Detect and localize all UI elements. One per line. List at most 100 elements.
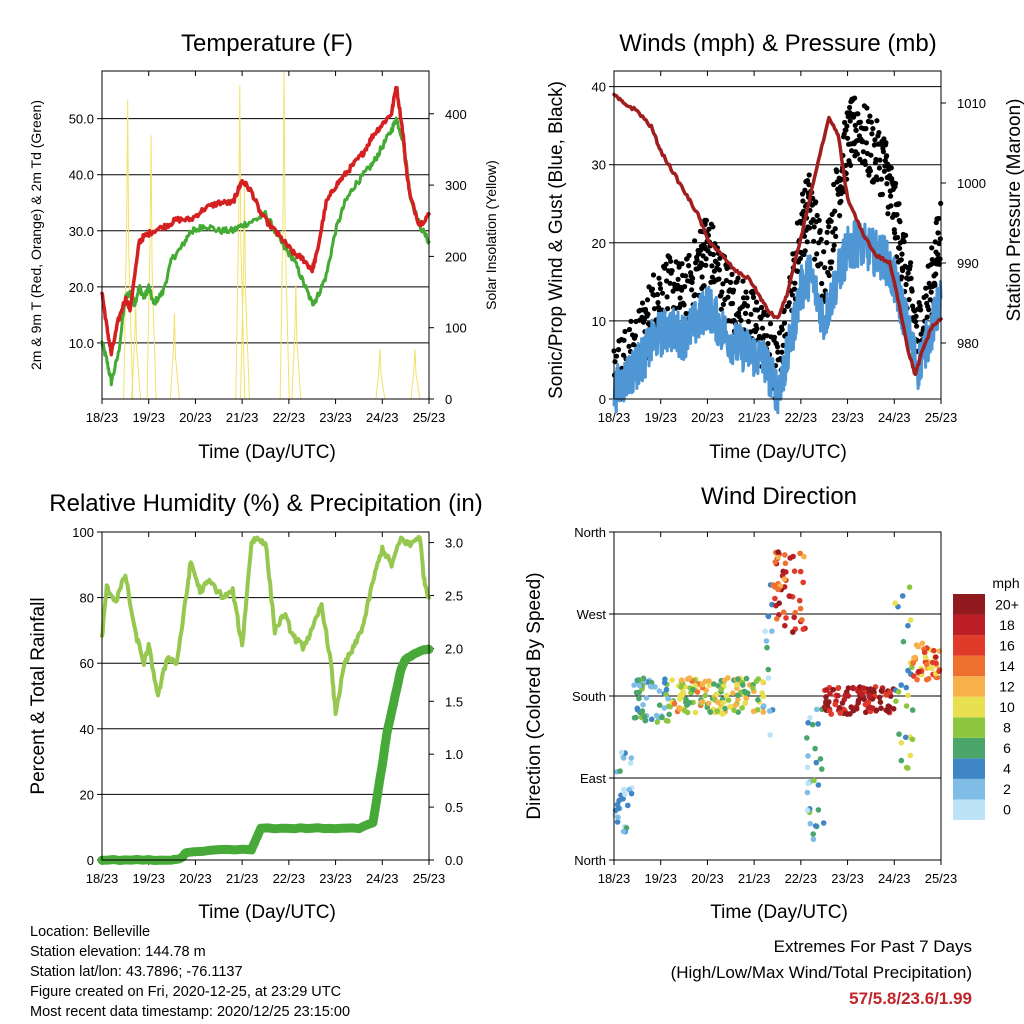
y2-tick-label: 980 (957, 336, 979, 351)
recent-text: Most recent data timestamp: 2020/12/25 2… (30, 1004, 351, 1020)
gust-point (699, 274, 705, 280)
y-tick-label: 30 (592, 158, 606, 173)
gust-point (767, 321, 774, 327)
direction-point (731, 707, 737, 714)
gust-point (838, 198, 844, 204)
gust-point (936, 215, 942, 222)
gust-point (868, 119, 875, 125)
direction-point (767, 732, 773, 738)
solar-spike (375, 349, 386, 400)
gust-point (929, 245, 935, 251)
y-tick-label: 50.0 (69, 112, 94, 127)
gust-point (740, 278, 746, 284)
direction-point (684, 676, 691, 682)
direction-point (628, 755, 635, 761)
direction-point (755, 697, 761, 703)
gust-point (906, 297, 912, 303)
colorbar-swatch (953, 799, 985, 820)
plot-frame (101, 531, 430, 861)
gust-point (899, 251, 905, 257)
y-tick-label: 20 (592, 236, 606, 251)
direction-point (782, 560, 789, 567)
direction-point (654, 719, 661, 725)
direction-point (760, 679, 766, 685)
gust-point (750, 294, 757, 300)
direction-point (804, 807, 811, 814)
direction-point (734, 692, 741, 698)
direction-point (699, 699, 705, 705)
gust-point (621, 337, 627, 343)
y2-tick-label: 400 (445, 107, 467, 122)
direction-point (902, 734, 909, 741)
gust-point (866, 172, 872, 178)
location-text: Location: Belleville (30, 924, 151, 940)
direction-point (628, 790, 635, 797)
direction-point (799, 617, 805, 623)
gust-point (701, 283, 707, 289)
gust-point (937, 236, 943, 242)
direction-point (686, 699, 693, 706)
direction-point (801, 553, 807, 560)
direction-point (742, 699, 749, 706)
gust-point (645, 311, 651, 317)
gust-point (725, 294, 731, 300)
y-tick-label: 0 (87, 853, 94, 868)
direction-point (775, 549, 781, 555)
direction-point (652, 684, 658, 690)
gust-point (795, 268, 801, 274)
y-tick-label: 40 (80, 722, 94, 737)
direction-point (797, 568, 804, 575)
gust-point (729, 300, 736, 307)
direction-point (636, 683, 643, 689)
direction-point (776, 600, 782, 606)
direction-point (878, 705, 884, 711)
gust-point (679, 287, 685, 293)
x-tick-label: 23/23 (319, 410, 352, 425)
direction-point (713, 691, 720, 697)
created-text: Figure created on Fri, 2020-12-25, at 23… (30, 984, 342, 1000)
direction-point (870, 687, 877, 693)
gust-point (703, 256, 709, 262)
direction-point (760, 709, 767, 715)
direction-point (792, 609, 799, 616)
y2-tick-label: 300 (445, 178, 467, 193)
direction-point (783, 615, 789, 621)
direction-point (639, 708, 646, 714)
direction-point (896, 731, 902, 737)
direction-point (666, 711, 672, 718)
y2-tick-label: 200 (445, 249, 467, 264)
direction-point (903, 703, 910, 709)
gust-point (779, 349, 785, 355)
y2-tick-label: 0.5 (445, 800, 463, 815)
gust-point (833, 233, 839, 239)
colorbar-label: 20+ (995, 596, 1019, 612)
gust-point (681, 302, 687, 308)
direction-point (835, 685, 841, 692)
direction-point (933, 660, 939, 666)
gust-point (819, 280, 825, 287)
direction-point (782, 552, 788, 558)
colorbar-label: 18 (999, 617, 1015, 633)
solar-spike (146, 135, 157, 400)
gust-point (764, 333, 770, 339)
direction-point (800, 579, 806, 586)
gust-point (729, 271, 735, 277)
direction-point (865, 699, 872, 706)
extremes-legend: (High/Low/Max Wind/Total Precipitation) (670, 963, 972, 982)
direction-point (764, 644, 770, 651)
gust-point (626, 326, 633, 333)
gust-point (679, 261, 685, 267)
y2-tick-label: 1.0 (445, 747, 463, 762)
gust-point (892, 230, 898, 236)
direction-point (648, 716, 655, 723)
direction-point (796, 597, 803, 604)
gust-point (830, 247, 836, 253)
x-tick-label: 18/23 (86, 410, 119, 425)
gust-point (754, 326, 760, 332)
direction-point (678, 684, 684, 690)
gust-point (898, 257, 904, 263)
x-tick-label: 25/23 (413, 871, 446, 886)
colorbar-label: 2 (1003, 781, 1011, 797)
gust-point (855, 111, 861, 117)
direction-point (676, 705, 682, 711)
